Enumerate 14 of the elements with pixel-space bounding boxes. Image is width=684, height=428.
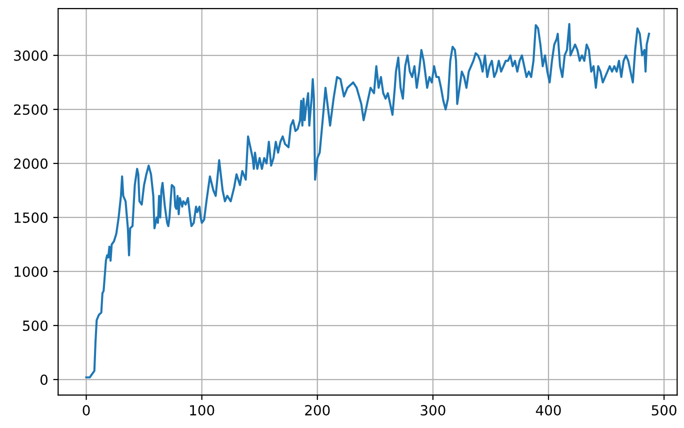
x-tick-label: 300	[420, 405, 446, 416]
x-tick-label: 200	[305, 405, 330, 416]
x-tick-label: 400	[536, 405, 561, 416]
y-tick-label: 500	[22, 320, 48, 331]
y-tick-label: 2000	[14, 158, 48, 169]
y-tick-label: 2500	[14, 104, 48, 115]
x-tick-label: 0	[82, 405, 90, 416]
x-tick-label: 100	[190, 405, 214, 416]
line-series	[85, 23, 650, 378]
x-tick-label: 500	[652, 405, 676, 416]
y-tick-label: 1000	[14, 266, 48, 277]
y-tick-label: 0	[40, 374, 48, 386]
y-tick-label: 1500	[14, 212, 48, 223]
y-tick-label: 3000	[14, 50, 48, 61]
